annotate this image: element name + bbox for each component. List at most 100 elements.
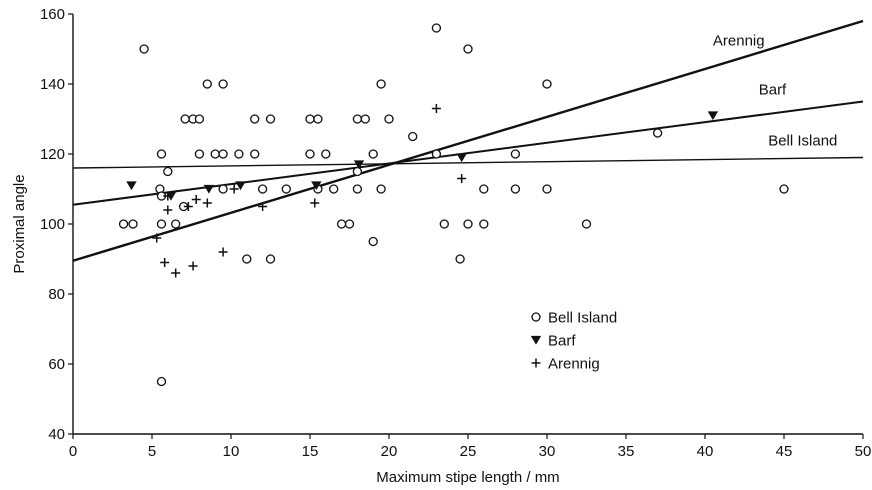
bell-island-point <box>163 166 173 177</box>
bell-island-point <box>156 219 167 229</box>
arennig-point <box>160 258 170 267</box>
bell-island-point <box>257 184 268 194</box>
bell-island-point <box>194 114 205 124</box>
bell-island-point <box>218 79 228 89</box>
bell-island-point <box>329 184 339 194</box>
arennig-point <box>163 205 173 215</box>
arennig-point <box>258 202 268 211</box>
bell-island-point <box>180 114 190 124</box>
x-axis-title: Maximum stipe length / mm <box>376 469 559 486</box>
bell-island-point <box>652 128 663 138</box>
arennig-point <box>310 198 320 208</box>
legend-label-arennig: Arennig <box>548 356 600 373</box>
bell-island-point <box>265 254 276 264</box>
barf-point <box>311 181 322 191</box>
arennig-point <box>218 247 228 257</box>
regression-lines <box>72 19 864 262</box>
bell-island-point <box>455 254 465 264</box>
bell-island-point <box>368 236 378 247</box>
bell-island-point <box>171 219 181 229</box>
legend-marker-bell-island <box>531 312 541 322</box>
barf-point <box>456 153 467 163</box>
x-tick-label: 40 <box>697 443 714 460</box>
bell-island-point <box>352 166 363 177</box>
bell-island-point <box>542 79 552 89</box>
regression-line-barf <box>72 100 864 206</box>
bell-island-point <box>156 376 167 387</box>
bell-island-point <box>202 79 212 89</box>
bell-island-point <box>313 114 323 124</box>
bell-island-point <box>360 114 370 124</box>
arennig-point <box>431 104 441 113</box>
arennig-point <box>191 195 201 204</box>
bell-island-point <box>128 219 138 229</box>
bell-island-point <box>542 184 552 194</box>
bell-island-point <box>321 149 331 159</box>
bell-island-point <box>234 149 244 159</box>
x-tick-label: 15 <box>302 443 319 460</box>
bell-island-point <box>305 149 315 159</box>
bell-island-point <box>352 184 363 194</box>
bell-island-point <box>139 44 149 54</box>
arennig-point <box>171 268 181 278</box>
line-label-barf: Barf <box>759 82 787 99</box>
legend-label-barf: Barf <box>548 333 576 350</box>
x-tick-label: 0 <box>69 443 77 460</box>
barf-point <box>235 181 246 191</box>
bell-island-point <box>210 149 220 159</box>
x-tick-label: 5 <box>148 443 156 460</box>
bell-island-point <box>352 114 363 124</box>
y-tick-label: 80 <box>48 286 65 303</box>
bell-island-point <box>344 219 355 229</box>
line-label-arennig: Arennig <box>713 33 765 50</box>
x-tick-label: 45 <box>776 443 793 460</box>
bell-island-point <box>779 184 789 194</box>
y-tick-label: 120 <box>40 146 65 163</box>
line-labels: Arennig Barf Bell Island <box>713 33 838 150</box>
bell-island-point <box>479 184 489 194</box>
regression-line-arennig <box>72 19 864 262</box>
arennig-point <box>152 233 162 243</box>
y-axis-title: Proximal angle <box>11 174 28 273</box>
bell-island-point <box>463 219 473 229</box>
bell-island-point <box>376 184 386 194</box>
arennig-point <box>163 191 173 201</box>
bell-island-point <box>218 184 228 194</box>
x-tick-label: 25 <box>460 443 477 460</box>
bell-island-point <box>439 219 449 229</box>
bell-island-point <box>305 114 315 124</box>
bell-island-point <box>431 23 442 33</box>
x-tick-label: 35 <box>618 443 635 460</box>
bell-island-point <box>510 184 521 194</box>
bell-island-point <box>242 254 252 264</box>
bell-island-point <box>265 114 276 124</box>
bell-island-point <box>479 219 489 229</box>
bell-island-point <box>218 149 228 159</box>
bell-island-point <box>281 184 291 194</box>
arennig-point <box>188 261 198 271</box>
legend-marker-barf <box>530 335 542 345</box>
barf-point <box>126 181 137 191</box>
bell-island-point <box>376 79 386 89</box>
y-tick-label: 40 <box>48 426 65 443</box>
bell-island-point <box>581 219 592 229</box>
line-label-bell-island: Bell Island <box>768 132 837 149</box>
legend: Bell Island Barf Arennig <box>530 310 617 373</box>
bell-island-point <box>384 114 394 124</box>
arennig-point <box>183 202 193 211</box>
bell-island-point <box>463 44 473 54</box>
x-tick-label: 50 <box>855 443 872 460</box>
bell-island-point <box>118 219 129 229</box>
bell-island-point <box>156 149 167 159</box>
barf-point <box>353 160 365 170</box>
data-points <box>118 23 789 387</box>
arennig-point <box>229 184 239 194</box>
bell-island-point <box>431 149 442 159</box>
x-tick-label: 10 <box>223 443 240 460</box>
legend-label-bell-island: Bell Island <box>548 310 617 327</box>
x-tick-label: 20 <box>381 443 398 460</box>
x-tick-label: 30 <box>539 443 556 460</box>
bell-island-point <box>250 149 260 159</box>
y-tick-label: 140 <box>40 76 65 93</box>
